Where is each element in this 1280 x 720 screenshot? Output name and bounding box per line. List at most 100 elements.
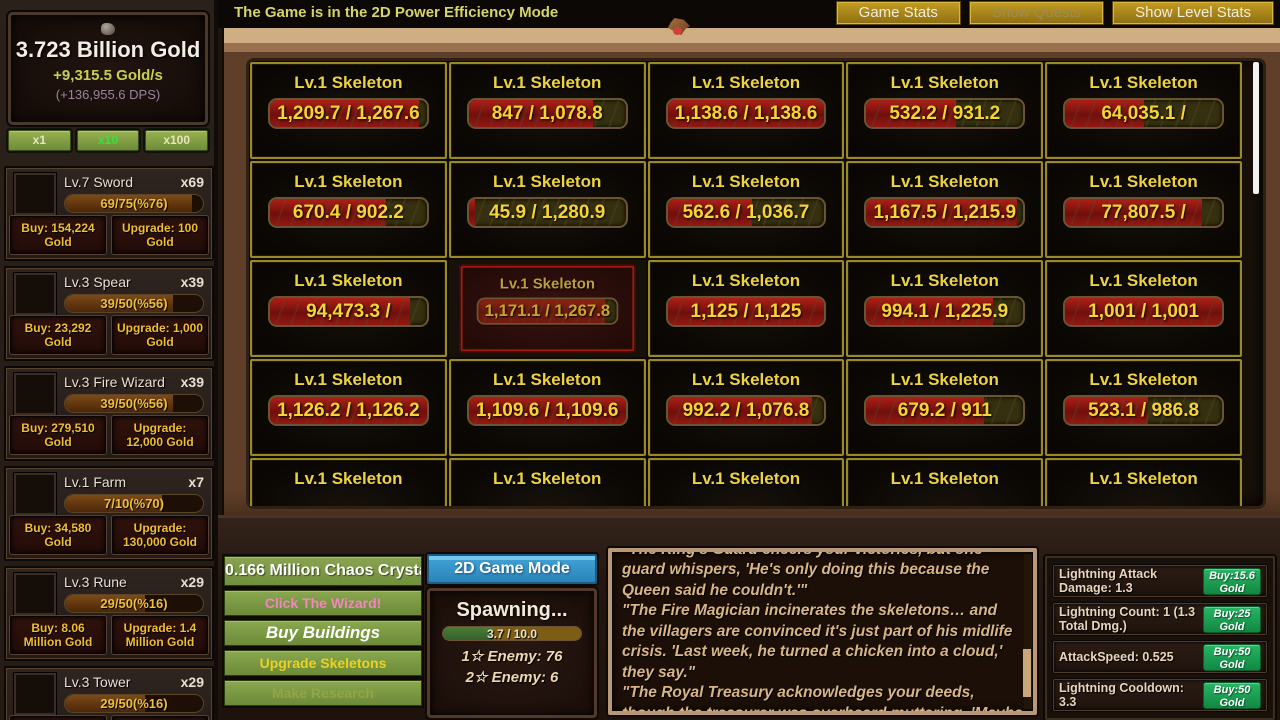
skeleton-card[interactable]: Lv.1 Skeleton 1,167.5 / 1,215.9 bbox=[846, 161, 1044, 258]
upgrade-button[interactable]: Upgrade: 100 Gold bbox=[112, 216, 208, 254]
building-progress-text: 39/50(%56) bbox=[100, 396, 168, 411]
skeleton-card[interactable]: Lv.1 Skeleton bbox=[647, 458, 845, 506]
skeleton-card[interactable]: Lv.1 Skeleton 1,109.6 / 1,109.6 bbox=[448, 359, 646, 456]
skeleton-title: Lv.1 Skeleton bbox=[493, 172, 602, 191]
skeleton-card[interactable]: Lv.1 Skeleton 562.6 / 1,036.7 bbox=[647, 161, 845, 258]
skeleton-card[interactable]: Lv.1 Skeleton 1,125 / 1,125 bbox=[647, 260, 845, 357]
hp-text: 1,167.5 / 1,215.9 bbox=[873, 202, 1017, 223]
story-scrollbar-thumb[interactable] bbox=[1023, 649, 1031, 697]
hp-text: 562.6 / 1,036.7 bbox=[682, 202, 810, 223]
skeleton-card[interactable]: Lv.1 Skeleton 994.1 / 1,225.9 bbox=[846, 260, 1044, 357]
hp-bar: 1,138.6 / 1,138.6 bbox=[665, 98, 827, 129]
skeleton-card[interactable]: Lv.1 Skeleton 1,001 / 1,001 bbox=[1045, 260, 1242, 357]
building-name: Lv.3 Fire Wizard bbox=[64, 374, 165, 390]
chaos-action-button[interactable]: Click The Wizard! bbox=[224, 590, 422, 616]
lightning-stat-label: Lightning Cooldown: 3.3 bbox=[1059, 681, 1184, 709]
skeleton-card[interactable]: Lv.1 Skeleton 1,209.7 / 1,267.6 bbox=[250, 62, 447, 159]
skeleton-card[interactable]: Lv.1 Skeleton 523.1 / 986.8 bbox=[1045, 359, 1242, 456]
top-bar-button[interactable]: Show Quests bbox=[968, 1, 1105, 25]
building-count: x39 bbox=[180, 274, 204, 290]
skeleton-card[interactable]: Lv.1 Skeleton 679.2 / 911 bbox=[846, 359, 1044, 456]
hp-bar: 1,001 / 1,001 bbox=[1063, 296, 1224, 327]
chaos-buttons: Click The Wizard! Buy Buildings Upgrade … bbox=[224, 590, 422, 706]
upgrade-button[interactable] bbox=[112, 716, 208, 720]
chaos-action-button[interactable]: Make Research bbox=[224, 680, 422, 706]
skeleton-card[interactable]: Lv.1 Skeleton 1,171.1 / 1,267.8 bbox=[460, 265, 634, 352]
building-name: Lv.3 Spear bbox=[64, 274, 131, 290]
buy-button[interactable]: Buy: 154,224 Gold bbox=[10, 216, 106, 254]
skeleton-title: Lv.1 Skeleton bbox=[691, 469, 801, 488]
lightning-buy-button[interactable]: Buy:25 Gold bbox=[1203, 605, 1261, 633]
skeleton-card[interactable]: Lv.1 Skeleton 670.4 / 902.2 bbox=[250, 161, 447, 258]
multiplier-button[interactable]: x100 bbox=[145, 130, 209, 151]
skeleton-title: Lv.1 Skeleton bbox=[691, 370, 801, 389]
buy-button[interactable]: Buy: 34,580 Gold bbox=[10, 516, 106, 554]
skeleton-title: Lv.1 Skeleton bbox=[890, 370, 999, 389]
lightning-buy-button[interactable]: Buy:15.6 Gold bbox=[1203, 567, 1261, 595]
lightning-buy-button[interactable]: Buy:50 Gold bbox=[1203, 681, 1261, 709]
skeleton-card[interactable]: Lv.1 Skeleton 77,807.5 / 89,926.3 bbox=[1045, 161, 1242, 258]
hp-text: 1,209.7 / 1,267.6 bbox=[277, 103, 420, 124]
lightning-buy-button[interactable]: Buy:50 Gold bbox=[1203, 643, 1261, 671]
building-card: Lv.3 Fire Wizard x39 39/50(%56) Buy: 279… bbox=[4, 366, 214, 461]
buy-button[interactable]: Buy: 279,510 Gold bbox=[10, 416, 106, 454]
skeleton-card[interactable]: Lv.1 Skeleton 992.2 / 1,076.8 bbox=[647, 359, 845, 456]
skeleton-card[interactable]: Lv.1 Skeleton 64,035.1 / 128,078.1 bbox=[1045, 62, 1242, 159]
lightning-stat-label: Lightning Count: 1 (1.3 Total Dmg.) bbox=[1059, 605, 1196, 633]
building-progress-bar: 39/50(%56) bbox=[64, 294, 204, 313]
top-bar-button[interactable]: Game Stats bbox=[835, 1, 961, 25]
grid-scrollbar-thumb[interactable] bbox=[1253, 62, 1259, 194]
buy-button[interactable]: Buy: 8.06 Million Gold bbox=[10, 616, 106, 654]
skeleton-card[interactable]: Lv.1 Skeleton bbox=[448, 458, 646, 506]
multiplier-button[interactable]: x10 bbox=[76, 130, 140, 151]
mode-message: The Game is in the 2D Power Efficiency M… bbox=[234, 4, 559, 21]
hp-text: 992.2 / 1,076.8 bbox=[682, 400, 810, 421]
hp-bar: 1,126.2 / 1,126.2 bbox=[268, 395, 429, 426]
spawning-progress-fill bbox=[443, 627, 495, 640]
buy-button[interactable] bbox=[10, 716, 106, 720]
skeleton-title: Lv.1 Skeleton bbox=[294, 271, 403, 290]
gold-amount: 3.723 Billion Gold bbox=[15, 37, 201, 62]
skeleton-title: Lv.1 Skeleton bbox=[493, 469, 602, 488]
upgrade-button[interactable]: Upgrade: 1,000 Gold bbox=[112, 316, 208, 354]
skeleton-card[interactable]: Lv.1 Skeleton 532.2 / 931.2 bbox=[846, 62, 1044, 159]
hp-text: 679.2 / 911 bbox=[897, 400, 992, 421]
skeleton-card[interactable]: Lv.1 Skeleton 1,126.2 / 1,126.2 bbox=[250, 359, 447, 456]
skeleton-title: Lv.1 Skeleton bbox=[691, 73, 801, 92]
hp-bar: 45.9 / 1,280.9 bbox=[466, 197, 628, 228]
story-paragraph: "The Fire Magician incinerates the skele… bbox=[622, 602, 1013, 681]
hp-bar: 1,109.6 / 1,109.6 bbox=[466, 395, 628, 426]
skeleton-grid: Lv.1 Skeleton 1,209.7 / 1,267.6 Lv.1 Ske… bbox=[250, 62, 1242, 506]
game-mode-button[interactable]: 2D Game Mode bbox=[427, 554, 597, 584]
story-scrollbar[interactable] bbox=[1023, 554, 1032, 709]
top-buttons: Game Stats Show Quests Show Level Stats bbox=[835, 1, 1274, 25]
skeleton-card[interactable]: Lv.1 Skeleton bbox=[250, 458, 447, 506]
skeleton-card[interactable]: Lv.1 Skeleton bbox=[846, 458, 1044, 506]
gold-nugget-icon bbox=[101, 23, 115, 35]
top-bar-button[interactable]: Show Level Stats bbox=[1112, 1, 1274, 25]
skeleton-card[interactable]: Lv.1 Skeleton 45.9 / 1,280.9 bbox=[448, 161, 646, 258]
skeleton-card[interactable]: Lv.1 Skeleton bbox=[1045, 458, 1242, 506]
multiplier-button[interactable]: x1 bbox=[8, 130, 71, 151]
building-name: Lv.3 Rune bbox=[64, 574, 127, 590]
story-paragraph: "The Royal Treasury acknowledges your de… bbox=[622, 684, 1023, 715]
skeleton-card[interactable]: Lv.1 Skeleton 1,138.6 / 1,138.6 bbox=[647, 62, 845, 159]
chaos-action-button[interactable]: Buy Buildings bbox=[224, 620, 422, 646]
chaos-action-button[interactable]: Upgrade Skeletons bbox=[224, 650, 422, 676]
buy-button[interactable]: Buy: 23,292 Gold bbox=[10, 316, 106, 354]
hp-text: 532.2 / 931.2 bbox=[889, 103, 1001, 124]
dps-value: (+136,955.6 DPS) bbox=[55, 87, 161, 102]
hp-text: 1,126.2 / 1,126.2 bbox=[277, 400, 420, 421]
hp-text: 77,807.5 / 89,926.3 bbox=[1101, 202, 1186, 223]
hp-text: 523.1 / 986.8 bbox=[1088, 400, 1200, 421]
grid-scrollbar[interactable] bbox=[1253, 62, 1259, 506]
upgrade-button[interactable]: Upgrade: 1.4 Million Gold bbox=[112, 616, 208, 654]
skeleton-title: Lv.1 Skeleton bbox=[499, 275, 595, 293]
skeleton-card[interactable]: Lv.1 Skeleton 94,473.3 / 106,557.2 bbox=[250, 260, 447, 357]
hp-text: 670.4 / 902.2 bbox=[292, 202, 404, 223]
hp-text: 64,035.1 / 128,078.1 bbox=[1101, 103, 1186, 124]
skeleton-card[interactable]: Lv.1 Skeleton 847 / 1,078.8 bbox=[448, 62, 646, 159]
upgrade-button[interactable]: Upgrade: 12,000 Gold bbox=[112, 416, 208, 454]
upgrade-button[interactable]: Upgrade: 130,000 Gold bbox=[112, 516, 208, 554]
